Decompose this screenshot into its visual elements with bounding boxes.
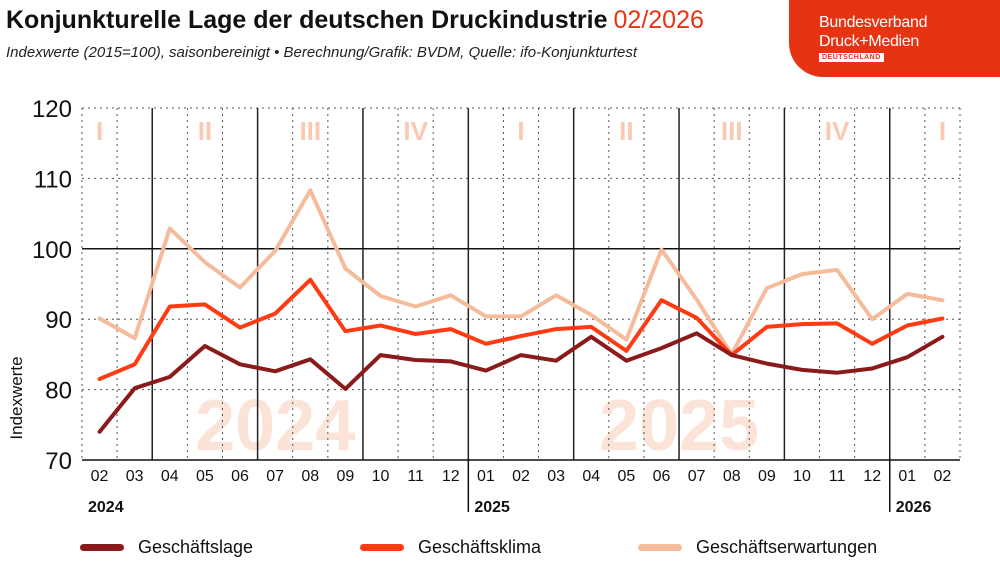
logo-line-1: Bundesverband	[819, 14, 928, 31]
year-label-2025: 2025	[474, 499, 510, 516]
quarter-label-8: I	[939, 116, 946, 146]
logo-line-2: Druck+Medien	[819, 33, 920, 50]
legend-label-lage: Geschäftslage	[138, 536, 254, 557]
y-tick-label-90: 90	[45, 307, 72, 334]
x-tick-label-18: 08	[723, 468, 741, 485]
x-tick-label-22: 12	[863, 468, 881, 485]
x-tick-label-8: 10	[372, 468, 390, 485]
legend-swatch-lage	[80, 543, 124, 551]
y-tick-label-120: 120	[32, 96, 72, 123]
legend-item-erwartungen: Geschäftserwartungen	[638, 535, 877, 559]
y-tick-label-110: 110	[34, 166, 72, 193]
x-tick-label-9: 11	[407, 468, 424, 485]
quarter-label-3: IV	[403, 116, 428, 146]
legend-label-erwartungen: Geschäftserwartungen	[696, 536, 878, 557]
y-axis-label: Indexwerte	[7, 356, 26, 439]
chart-title: Konjunkturelle Lage der deutschen Drucki…	[6, 6, 704, 35]
quarter-label-2: III	[299, 116, 321, 146]
year-label-2024: 2024	[88, 499, 124, 516]
x-tick-label-20: 10	[793, 468, 811, 485]
x-tick-label-2: 04	[161, 468, 179, 485]
x-tick-label-19: 09	[758, 468, 776, 485]
y-tick-label-80: 80	[45, 378, 72, 405]
chart-title-text: Konjunkturelle Lage der deutschen Drucki…	[6, 6, 608, 34]
x-tick-label-15: 05	[617, 468, 635, 485]
x-tick-label-17: 07	[688, 468, 706, 485]
x-tick-label-10: 12	[442, 468, 460, 485]
watermark-year-0: 2024	[195, 386, 355, 466]
legend-label-klima: Geschäftsklima	[418, 536, 542, 557]
legend-swatch-erwartungen	[638, 543, 682, 551]
x-tick-label-0: 02	[91, 468, 109, 485]
quarter-label-7: IV	[825, 116, 850, 146]
quarter-label-0: I	[96, 116, 103, 146]
x-tick-label-1: 03	[126, 468, 144, 485]
y-tick-label-100: 100	[32, 237, 72, 264]
x-tick-label-16: 06	[653, 468, 671, 485]
chart-title-date: 02/2026	[613, 6, 704, 34]
x-tick-label-7: 09	[337, 468, 355, 485]
year-label-2026: 2026	[896, 499, 932, 516]
y-tick-label-70: 70	[45, 448, 72, 475]
legend-swatch-klima	[360, 543, 404, 551]
x-tick-label-12: 02	[512, 468, 530, 485]
quarter-label-6: III	[721, 116, 743, 146]
x-tick-label-11: 01	[477, 468, 495, 485]
x-tick-label-13: 03	[547, 468, 565, 485]
x-tick-label-6: 08	[301, 468, 319, 485]
chart-subtitle: Indexwerte (2015=100), saisonbereinigt •…	[6, 44, 638, 61]
logo-line-3: DEUTSCHLAND	[819, 53, 884, 62]
x-tick-label-3: 05	[196, 468, 214, 485]
x-tick-label-5: 07	[266, 468, 284, 485]
bvdm-logo: Bundesverband Druck+Medien DEUTSCHLAND	[789, 0, 1000, 77]
series-line-geschäftslage	[97, 331, 945, 434]
x-tick-label-4: 06	[231, 468, 249, 485]
quarter-label-4: I	[517, 116, 524, 146]
series-line-geschäftsklima	[97, 277, 945, 381]
legend-item-klima: Geschäftsklima	[360, 535, 541, 559]
quarter-label-5: II	[619, 116, 633, 146]
series-line-geschäftserwartungen	[97, 188, 945, 357]
x-tick-label-23: 01	[898, 468, 916, 485]
legend-item-lage: Geschäftslage	[80, 535, 253, 559]
x-tick-label-24: 02	[934, 468, 952, 485]
x-tick-label-21: 11	[829, 468, 846, 485]
quarter-label-1: II	[198, 116, 212, 146]
x-tick-label-14: 04	[582, 468, 600, 485]
